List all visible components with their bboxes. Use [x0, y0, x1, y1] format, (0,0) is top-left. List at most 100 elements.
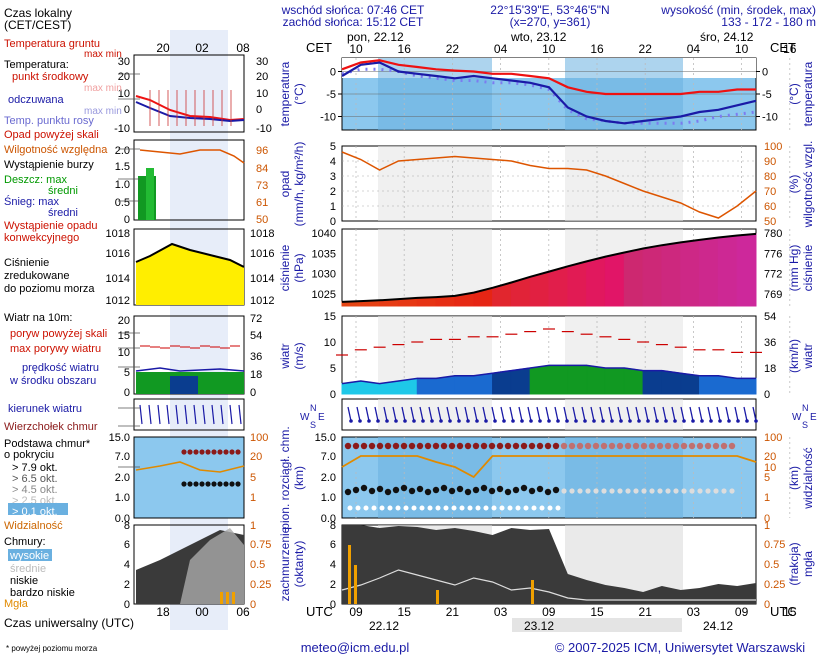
legend-wind-arrow [229, 404, 233, 425]
legend-y-tick: 1 [250, 492, 256, 504]
legend-y-tick: 0 [124, 214, 130, 226]
legend-wind-arrow [202, 404, 206, 425]
legend-cloud-top-dot [193, 449, 199, 455]
cloud-top-dot [568, 442, 576, 450]
y-tick-label-right: 0 [764, 599, 770, 611]
legend-conv: Wystąpienie opadu [4, 220, 97, 232]
cloud-base-dot [448, 487, 456, 495]
legend-y-tick: 0.25 [250, 579, 271, 591]
y-tick-label: 0 [330, 67, 336, 79]
wind-arrow [428, 406, 433, 422]
wind-arrow [473, 406, 478, 422]
hour-label-top: 10 [542, 42, 556, 56]
legend-y-tick: 2.0 [115, 145, 130, 157]
pressure-fill-segment [680, 239, 701, 307]
legend-okt: > 6.5 okt. [12, 473, 58, 485]
cloud-top-dot [360, 442, 368, 450]
wind-arrow-head [349, 419, 353, 423]
legend-cloud-top-dot [235, 449, 241, 455]
cloud-base-dot-low [395, 505, 401, 511]
cloud-top-dot [496, 442, 504, 450]
y-tick-label: 1040 [312, 228, 336, 240]
y-tick-label: 1 [330, 201, 336, 213]
wind-arrow-head [556, 419, 560, 423]
hour-label-top: 10 [735, 42, 749, 56]
y-tick-label: -5 [762, 89, 772, 101]
wind-fill-segment [567, 364, 588, 395]
cloud-base-dot-low [491, 505, 497, 511]
cloud-base-dot [456, 485, 464, 493]
cloud-top-dot [696, 442, 704, 450]
cloud-base-dot [472, 486, 480, 494]
y-tick-label-right: 50 [764, 216, 776, 228]
legend-cloud-base-dot [187, 481, 193, 487]
legend-precip-skill: Opad powyżej skali [4, 129, 99, 141]
wind-arrow [752, 406, 757, 422]
wind-arrow-head [628, 419, 632, 423]
legend-wind-line [135, 367, 245, 372]
wind-arrow [374, 406, 379, 422]
cloud-base-dot-light [641, 488, 647, 494]
legend-y-tick: 0 [124, 599, 130, 611]
legend-cloud-top-dot [211, 449, 217, 455]
wind-arrow [464, 406, 469, 422]
cloud-top-dot [704, 442, 712, 450]
legend-pressure: Ciśnienie [4, 257, 49, 269]
cloud-base-dot [488, 487, 496, 495]
y-tick-label: 3 [330, 171, 336, 183]
night-band [565, 399, 683, 430]
legend-high-bg [8, 549, 52, 561]
panel-axis-title: (mm/h, kg/m²/h) [292, 142, 306, 227]
legend-y-tick: 5 [124, 367, 130, 379]
cloud-base-dot-light [633, 488, 639, 494]
wind-arrow-head [367, 419, 371, 423]
legend-cloud-top: Wierzchołek chmur [4, 421, 98, 433]
cloud-base-dot [344, 488, 352, 496]
cloud-base-dot-low [355, 505, 361, 511]
wind-arrow [698, 406, 703, 422]
legend-fog-bar [232, 592, 235, 604]
cloud-top-dot [392, 442, 400, 450]
legend-cloud-base-dot [235, 481, 241, 487]
legend-cl-mid: średnie [10, 563, 46, 575]
panel-axis-title: (frakcja) [787, 542, 801, 585]
cloud-top-dot [416, 442, 424, 450]
wind-arrow-head [736, 419, 740, 423]
legend-y-tick: 15.0 [109, 432, 130, 444]
cloud-base-dot-low [363, 505, 369, 511]
panel-axis-title: ciśnienie [801, 244, 815, 291]
legend-y-tick: 2 [124, 579, 130, 591]
y-tick-label: 4 [330, 156, 336, 168]
footnote: * powyżej poziomu morza [6, 644, 98, 653]
cloud-top-dot [648, 442, 656, 450]
wind-arrow [509, 406, 514, 422]
y-tick-label-right: 36 [764, 337, 776, 349]
cloud-top-dot [400, 442, 408, 450]
day-label-top: pon, 22.12 [347, 30, 404, 44]
cloud-cover-low [342, 525, 756, 604]
legend-gust-skill: poryw powyżej skali [10, 328, 107, 340]
hour-label-top: 22 [446, 42, 460, 56]
cloud-base-dot [544, 488, 552, 496]
legend-y-tick: 6 [124, 539, 130, 551]
y-tick-label: 2.0 [321, 472, 336, 484]
legend-y-tick: 0 [124, 387, 130, 399]
panel-axis-title: (mm Hg) [787, 245, 801, 292]
cloud-base-dot [504, 488, 512, 496]
cloud-top-dot [504, 442, 512, 450]
wind-fill-segment [699, 375, 719, 395]
cloud-top-dot [632, 442, 640, 450]
legend-cloud-base-dot [193, 481, 199, 487]
legend-okt: > 4.5 okt. [12, 484, 58, 496]
y-tick-label-right: 1 [764, 492, 770, 504]
panel-axis-title: (hPa) [292, 253, 306, 282]
y-tick-label-right: 100 [764, 141, 782, 153]
wind-arrow [599, 406, 604, 422]
panel-axis-title: wiatr [278, 343, 292, 369]
pressure-fill-segment [642, 244, 663, 307]
night-band [378, 437, 492, 518]
legend-y-tick: 0.5 [250, 559, 265, 571]
hour-label-bottom: 09 [735, 605, 749, 619]
legend-y-tick: 1018 [106, 228, 130, 240]
footer-email[interactable]: meteo@icm.edu.pl [301, 640, 410, 655]
